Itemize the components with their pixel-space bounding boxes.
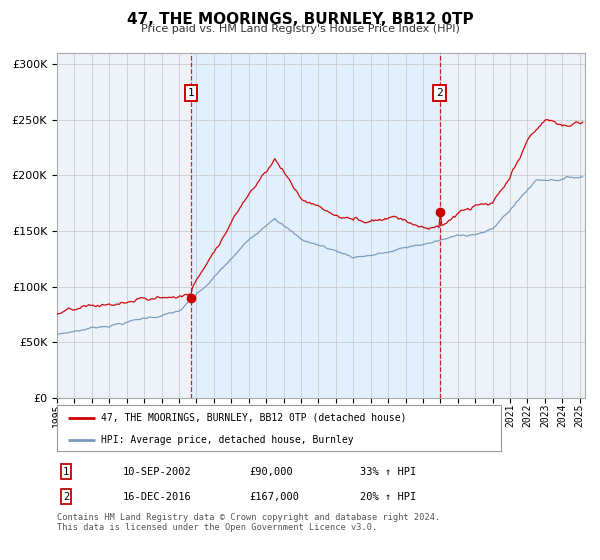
Text: 47, THE MOORINGS, BURNLEY, BB12 0TP (detached house): 47, THE MOORINGS, BURNLEY, BB12 0TP (det…: [101, 413, 407, 423]
Text: £167,000: £167,000: [249, 492, 299, 502]
Text: This data is licensed under the Open Government Licence v3.0.: This data is licensed under the Open Gov…: [57, 523, 377, 532]
Text: Contains HM Land Registry data © Crown copyright and database right 2024.: Contains HM Land Registry data © Crown c…: [57, 513, 440, 522]
Text: 2: 2: [436, 88, 443, 98]
FancyBboxPatch shape: [57, 405, 501, 451]
Text: 2: 2: [63, 492, 69, 502]
Text: 16-DEC-2016: 16-DEC-2016: [123, 492, 192, 502]
Text: 1: 1: [63, 466, 69, 477]
Text: HPI: Average price, detached house, Burnley: HPI: Average price, detached house, Burn…: [101, 435, 354, 445]
Text: Price paid vs. HM Land Registry's House Price Index (HPI): Price paid vs. HM Land Registry's House …: [140, 24, 460, 34]
Bar: [191, 53, 440, 398]
Text: 20% ↑ HPI: 20% ↑ HPI: [360, 492, 416, 502]
Text: 10-SEP-2002: 10-SEP-2002: [123, 466, 192, 477]
Text: 33% ↑ HPI: 33% ↑ HPI: [360, 466, 416, 477]
Text: £90,000: £90,000: [249, 466, 293, 477]
Text: 47, THE MOORINGS, BURNLEY, BB12 0TP: 47, THE MOORINGS, BURNLEY, BB12 0TP: [127, 12, 473, 27]
Text: 1: 1: [188, 88, 194, 98]
